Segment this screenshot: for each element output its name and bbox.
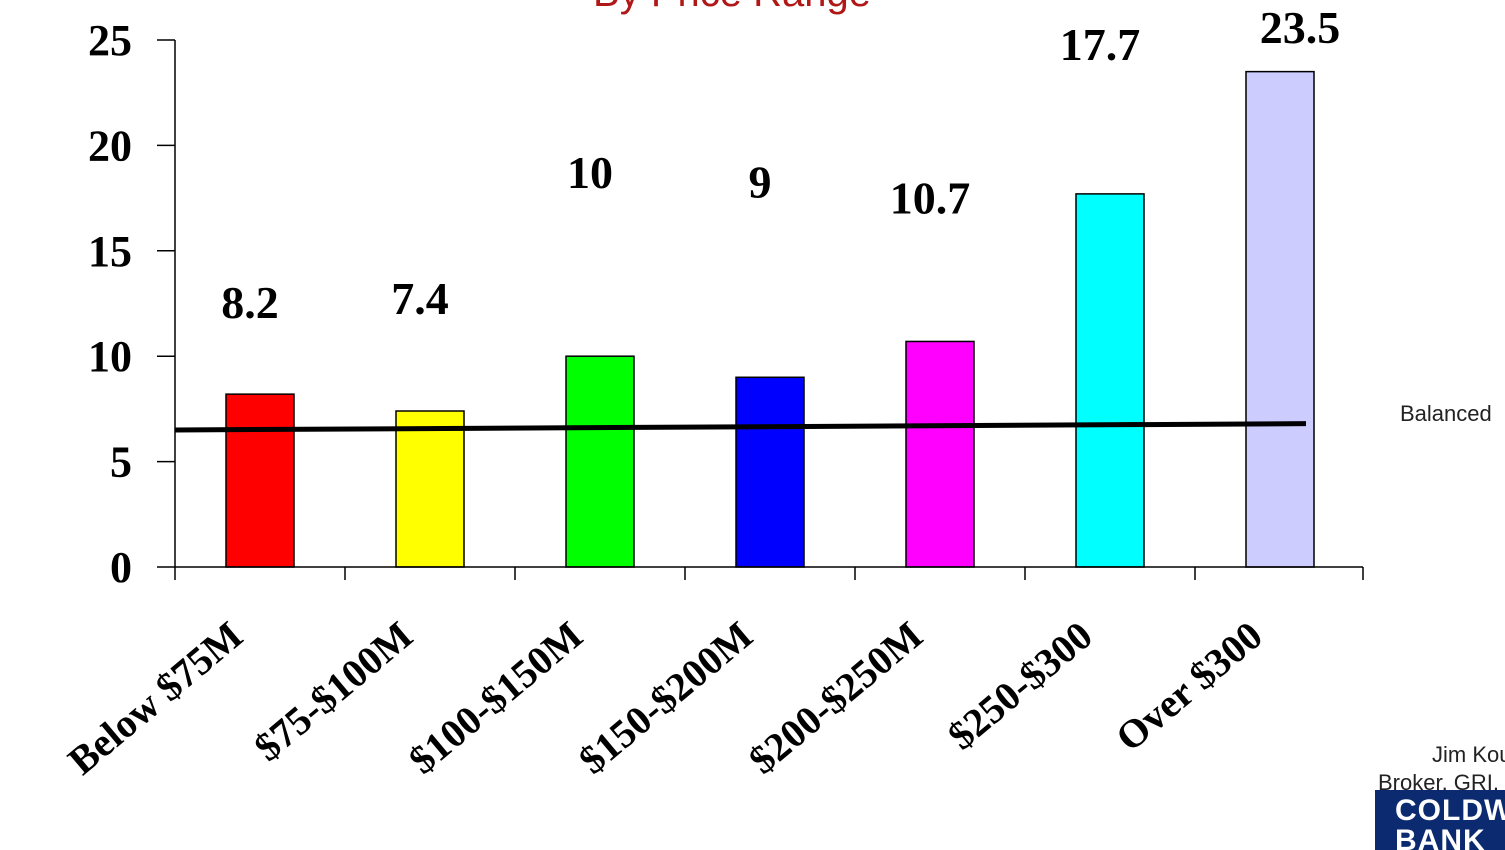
x-tick-label: $200-$250M bbox=[740, 612, 931, 782]
bar bbox=[565, 355, 635, 568]
x-tick-label: $100-$150M bbox=[400, 612, 591, 782]
data-label: 7.4 bbox=[391, 273, 449, 324]
x-tick-label: $250-$300 bbox=[939, 612, 1101, 758]
bar bbox=[1245, 70, 1315, 568]
x-tick-label: $150-$200M bbox=[570, 612, 761, 782]
x-tick-label: Over $300 bbox=[1107, 612, 1271, 760]
bar bbox=[1075, 193, 1145, 568]
data-label: 23.5 bbox=[1260, 2, 1341, 53]
y-tick-label: 20 bbox=[88, 121, 132, 170]
x-ticks-group: Below $75M$75-$100M$100-$150M$150-$200M$… bbox=[59, 612, 1270, 783]
brokerage-logo: COLDW BANK bbox=[1375, 790, 1505, 850]
axes-group bbox=[157, 39, 1364, 580]
y-tick-label: 5 bbox=[110, 438, 132, 487]
chart-title: By Price Range bbox=[593, 0, 871, 15]
x-tick-label: $75-$100M bbox=[245, 612, 420, 769]
data-label: 17.7 bbox=[1060, 19, 1141, 70]
logo-text-line2: BANK bbox=[1395, 824, 1486, 850]
data-labels-group: 8.2 7.4 10 9 10.7 17.7 23.5 bbox=[221, 2, 1340, 328]
data-label: 10.7 bbox=[890, 172, 971, 223]
y-tick-label: 0 bbox=[110, 543, 132, 592]
logo-text-line1: COLDW bbox=[1395, 794, 1505, 827]
bar bbox=[905, 340, 975, 568]
y-tick-label: 10 bbox=[88, 332, 132, 381]
bar bbox=[395, 410, 465, 568]
balanced-trend-line bbox=[174, 421, 1307, 433]
data-label: 10 bbox=[567, 147, 613, 198]
data-label: 8.2 bbox=[221, 277, 279, 328]
bar bbox=[735, 376, 805, 568]
balanced-label: Balanced bbox=[1400, 401, 1492, 426]
x-tick-label: Below $75M bbox=[59, 612, 250, 783]
bars-group bbox=[225, 70, 1315, 568]
bar bbox=[225, 393, 295, 568]
y-tick-label: 15 bbox=[88, 227, 132, 276]
y-tick-label: 25 bbox=[88, 16, 132, 65]
data-label: 9 bbox=[749, 156, 772, 207]
y-ticks-group: 0 5 10 15 20 25 bbox=[88, 16, 132, 592]
agent-name: Jim Kou bbox=[1432, 742, 1505, 767]
